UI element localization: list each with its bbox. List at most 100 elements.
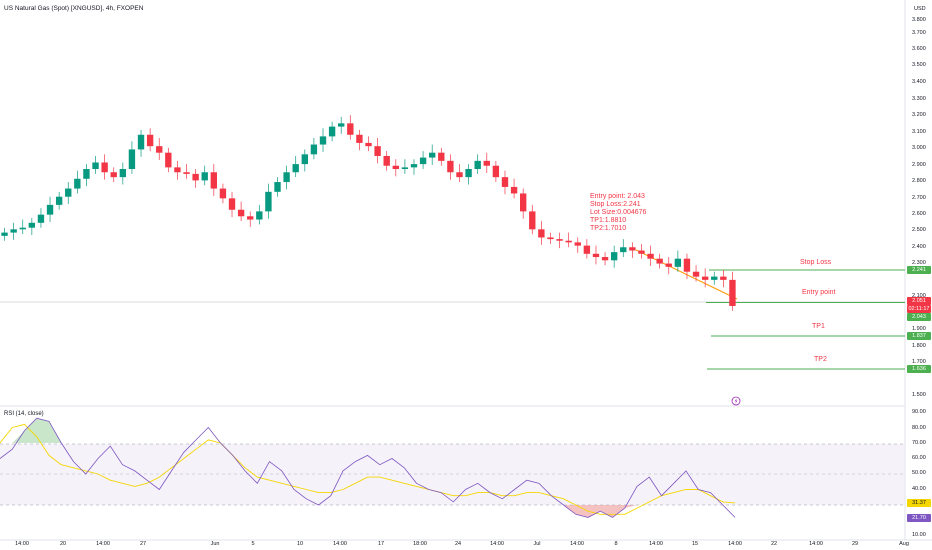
tp2-price-tag[interactable]: 1.636 — [907, 365, 931, 373]
candle-body[interactable] — [110, 172, 117, 178]
candle-body[interactable] — [419, 157, 427, 165]
candle-body[interactable] — [629, 247, 636, 251]
candle-body[interactable] — [674, 258, 682, 267]
candle-body[interactable] — [374, 146, 381, 156]
candle-body[interactable] — [183, 172, 190, 174]
candle-body[interactable] — [46, 204, 54, 215]
candle-body[interactable] — [119, 169, 127, 178]
candle-body[interactable] — [328, 126, 336, 137]
candle-body[interactable] — [538, 229, 545, 238]
tp1-price-tag[interactable]: 1.837 — [907, 332, 931, 340]
candle-body[interactable] — [565, 240, 572, 243]
candle-body[interactable] — [438, 152, 445, 161]
candle-body[interactable] — [101, 162, 108, 173]
candle-body[interactable] — [556, 239, 563, 241]
candle-body[interactable] — [274, 182, 281, 192]
candle-body[interactable] — [74, 178, 81, 189]
candle-body[interactable] — [620, 247, 627, 253]
candle-body[interactable] — [701, 276, 709, 280]
tp2-label[interactable]: TP2 — [814, 356, 827, 363]
rsi-line[interactable] — [0, 417, 736, 518]
candle-body[interactable] — [201, 172, 208, 181]
candle-body[interactable] — [347, 123, 354, 135]
candle-body[interactable] — [519, 193, 527, 212]
candle-body[interactable] — [28, 222, 36, 228]
candle-body[interactable] — [465, 169, 472, 178]
candle-body[interactable] — [410, 164, 418, 168]
candle-body[interactable] — [128, 149, 136, 169]
candle-body[interactable] — [665, 263, 672, 267]
candle-body[interactable] — [92, 162, 99, 169]
candle-body[interactable] — [283, 172, 290, 183]
candle-body[interactable] — [501, 177, 509, 187]
candle-body[interactable] — [292, 164, 299, 173]
time-tick: 14:00 — [490, 541, 504, 547]
candle-body[interactable] — [210, 172, 218, 189]
candle-body[interactable] — [474, 160, 481, 169]
candle-body[interactable] — [456, 172, 463, 178]
candle-body[interactable] — [137, 134, 145, 150]
candle-body[interactable] — [610, 252, 618, 261]
candle-body[interactable] — [83, 169, 90, 179]
candle-body[interactable] — [483, 160, 490, 166]
candle-body[interactable] — [601, 257, 609, 261]
candle-body[interactable] — [165, 152, 172, 168]
candle-body[interactable] — [592, 253, 600, 258]
candle-body[interactable] — [638, 250, 645, 254]
candle-body[interactable] — [547, 237, 554, 240]
candle-body[interactable] — [219, 188, 227, 199]
candle-body[interactable] — [683, 258, 691, 272]
candle-body[interactable] — [583, 245, 591, 254]
last-price-tag[interactable]: 2.051 — [907, 297, 931, 305]
stop-loss-label[interactable]: Stop Loss — [800, 259, 832, 266]
annotation-line: TP2:1.7010 — [590, 225, 627, 232]
candle-body[interactable] — [247, 216, 254, 220]
candle-body[interactable] — [356, 134, 363, 143]
candle-body[interactable] — [729, 279, 736, 306]
candle-body[interactable] — [529, 211, 536, 230]
candle-body[interactable] — [65, 188, 72, 197]
candle-body[interactable] — [174, 167, 181, 173]
candle-body[interactable] — [429, 152, 436, 158]
candle-body[interactable] — [10, 229, 17, 233]
candle-body[interactable] — [265, 191, 272, 212]
candle-body[interactable] — [319, 136, 327, 145]
candle-body[interactable] — [401, 167, 409, 169]
candle-body[interactable] — [711, 276, 718, 280]
candle-body[interactable] — [19, 227, 26, 230]
entry-point-label[interactable]: Entry point — [802, 289, 836, 296]
candle-body[interactable] — [510, 186, 518, 194]
time-tick: 20 — [59, 541, 67, 547]
stop-loss-price-tag[interactable]: 2.241 — [907, 266, 931, 274]
candle-body[interactable] — [256, 211, 263, 220]
candle-body[interactable] — [37, 214, 45, 223]
lightning-icon[interactable] — [731, 396, 741, 406]
candle-body[interactable] — [1, 232, 8, 236]
candle-body[interactable] — [55, 196, 63, 205]
candle-body[interactable] — [237, 209, 245, 217]
trade-annotation[interactable]: Entry point: 2.043 Stop Loss:2.241 Lot S… — [590, 193, 646, 233]
candle-body[interactable] — [492, 165, 500, 178]
candle-body[interactable] — [692, 271, 700, 277]
candle-body[interactable] — [301, 154, 308, 165]
candle-body[interactable] — [228, 198, 236, 210]
candle-body[interactable] — [447, 160, 454, 173]
candle-body[interactable] — [720, 276, 727, 280]
candle-body[interactable] — [392, 165, 399, 169]
candle-body[interactable] — [656, 258, 663, 264]
candle-body[interactable] — [156, 146, 163, 153]
tp1-label[interactable]: TP1 — [812, 323, 825, 330]
candle-body[interactable] — [574, 242, 581, 246]
price-tick: 1.700 — [912, 359, 926, 365]
candle-body[interactable] — [310, 144, 318, 155]
candle-body[interactable] — [383, 155, 390, 166]
candle-body[interactable] — [647, 253, 654, 259]
rsi-ma-line[interactable] — [0, 423, 736, 515]
candle-body[interactable] — [338, 123, 345, 127]
rsi-title[interactable]: RSI (14, close) — [4, 411, 44, 417]
candle-body[interactable] — [365, 142, 372, 147]
candle-body[interactable] — [146, 134, 154, 147]
candle-body[interactable] — [192, 173, 199, 181]
entry-price-tag[interactable]: 2.043 — [907, 313, 931, 321]
